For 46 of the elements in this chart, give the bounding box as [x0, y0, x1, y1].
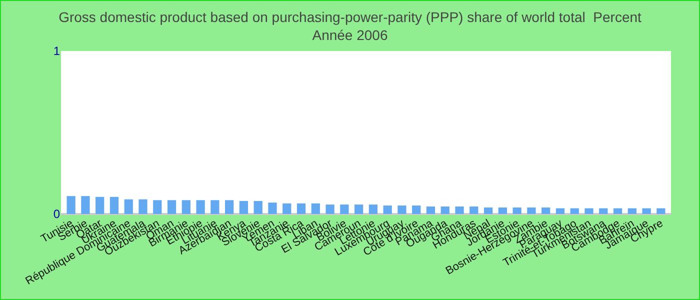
bar	[470, 206, 478, 214]
y-tick-label: 0	[53, 207, 60, 222]
bar	[340, 204, 349, 214]
bar	[268, 202, 277, 214]
bar	[368, 204, 378, 214]
bar	[613, 208, 622, 214]
bar	[599, 208, 608, 214]
bar	[527, 207, 536, 214]
bar	[570, 208, 579, 214]
bar	[512, 207, 522, 214]
bar	[326, 204, 334, 214]
bar	[628, 208, 636, 214]
bar	[81, 196, 90, 214]
bar	[455, 206, 464, 214]
bar	[282, 203, 292, 214]
bar	[210, 200, 220, 214]
bar	[426, 206, 436, 214]
bar	[556, 208, 565, 214]
bar	[412, 206, 421, 214]
bar	[182, 200, 190, 214]
bar	[542, 207, 550, 214]
bar	[484, 207, 493, 214]
chart-subtitle: Année 2006	[312, 27, 388, 44]
bar	[642, 208, 651, 214]
bar	[196, 200, 205, 214]
bar	[254, 200, 262, 214]
bar	[383, 206, 392, 214]
bar	[96, 196, 104, 214]
bar	[498, 207, 507, 214]
bar	[110, 196, 119, 214]
bar	[440, 206, 450, 214]
bar	[66, 196, 76, 214]
chart-title: Gross domestic product based on purchasing-power-parity (PPP) share of world total Percent	[58, 8, 642, 25]
bar	[124, 199, 133, 214]
y-tick-label: 1	[53, 44, 60, 58]
bar	[138, 199, 148, 214]
bar	[398, 206, 406, 214]
bar	[225, 200, 234, 214]
bar	[296, 203, 306, 214]
bar	[167, 200, 176, 214]
bar	[311, 203, 320, 214]
bar	[239, 200, 248, 214]
bar	[153, 200, 162, 214]
bar	[584, 208, 594, 214]
bar	[354, 204, 364, 214]
bar	[656, 208, 666, 214]
